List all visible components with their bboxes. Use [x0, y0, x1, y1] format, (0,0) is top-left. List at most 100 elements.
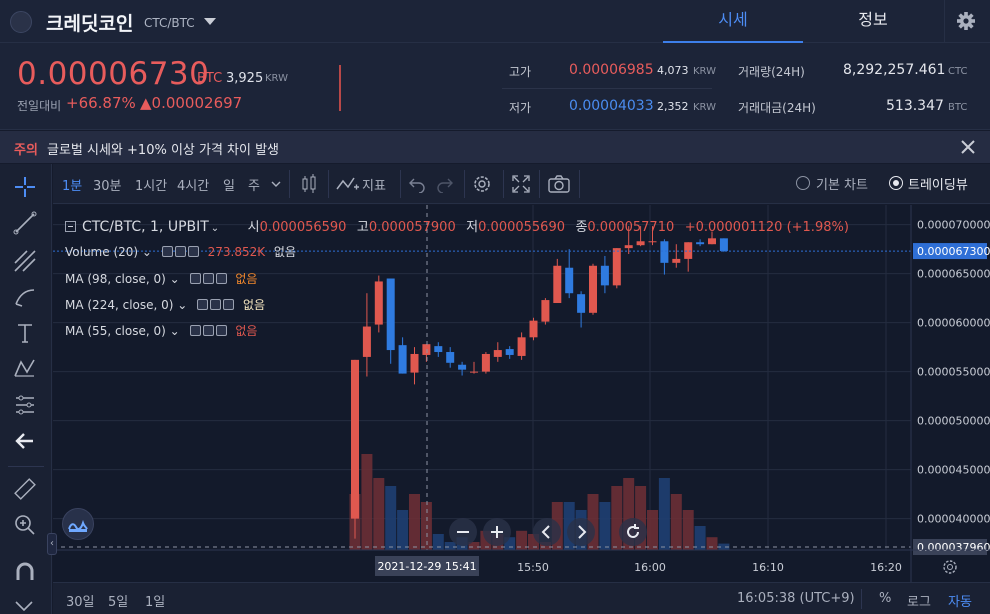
tab-info[interactable]: 정보 [858, 10, 888, 29]
crosshair-price-label: 0.000037960 [917, 541, 990, 554]
camera-icon[interactable] [547, 174, 571, 194]
eye-icon[interactable] [189, 325, 201, 336]
candle-body [660, 241, 669, 263]
trend-line-icon[interactable] [12, 210, 38, 236]
ma-98-label[interactable]: MA (98, close, 0) [65, 272, 166, 286]
indicator-label[interactable]: 지표 [362, 179, 386, 194]
scroll-right-button[interactable] [567, 518, 595, 546]
redo-icon[interactable] [436, 175, 454, 193]
arrow-left-icon[interactable] [12, 428, 38, 454]
range-5d[interactable]: 5일 [108, 595, 129, 610]
plus-icon [491, 526, 503, 538]
ruler-icon[interactable] [12, 476, 38, 502]
candle-body [553, 265, 562, 304]
legend-low: 0.000055690 [478, 220, 565, 235]
coin-pair[interactable]: CTC/BTC [144, 16, 195, 30]
tab-price[interactable]: 시세 [663, 0, 803, 43]
volume-value: 8,292,257.461 [843, 62, 946, 78]
basic-chart-label[interactable]: 기본 차트 [816, 178, 868, 193]
gear-icon[interactable] [202, 325, 214, 336]
ma-55-label[interactable]: MA (55, close, 0) [65, 324, 166, 338]
log-toggle[interactable]: 로그 [907, 595, 931, 610]
volume-bar [385, 486, 397, 550]
interval-1h[interactable]: 1시간 [135, 179, 168, 194]
coin-name[interactable]: 크레딧코인 [46, 13, 134, 35]
basic-chart-radio[interactable] [796, 176, 810, 190]
zoom-in-button[interactable] [483, 518, 511, 546]
range-30d[interactable]: 30일 [66, 595, 95, 610]
chart-toolbar: 1분 30분 1시간 4시간 일 주 지표 기본 차트 트레이딩뷰 [53, 164, 990, 204]
chart-clock[interactable]: 16:05:38 (UTC+9) [737, 591, 855, 606]
percent-toggle[interactable]: % [879, 591, 892, 606]
chevron-down-icon[interactable] [270, 178, 282, 190]
toolbar-divider [539, 170, 540, 198]
candle-body [434, 346, 443, 353]
tradingview-logo-icon[interactable] [62, 508, 94, 540]
volume-label[interactable]: Volume (20) [65, 245, 139, 259]
close-icon[interactable] [215, 273, 227, 284]
measure-icon[interactable] [12, 392, 38, 418]
collapse-sidebar-button[interactable]: ‹ [47, 533, 57, 555]
y-tick-label: 0.000045000 [917, 464, 990, 477]
volume-bar [361, 454, 373, 550]
pattern-icon[interactable] [12, 356, 38, 382]
indicator-icon[interactable] [336, 175, 360, 193]
chevron-down-icon[interactable]: ⌄ [210, 223, 220, 234]
close-icon[interactable] [215, 325, 227, 336]
brush-icon[interactable] [12, 284, 38, 310]
auto-toggle[interactable]: 자동 [948, 595, 972, 610]
settings-icon[interactable] [471, 173, 493, 195]
interval-30m[interactable]: 30분 [93, 179, 122, 194]
tradingview-label[interactable]: 트레이딩뷰 [908, 178, 968, 193]
gear-icon[interactable] [174, 246, 186, 257]
legend-ma-98[interactable]: MA (98, close, 0) ⌄ 없음 [65, 272, 258, 286]
legend-symbol[interactable]: CTC/BTC, 1, UPBIT [82, 219, 209, 235]
volume-value: 273.852K [207, 245, 266, 259]
chevron-down-icon[interactable] [204, 18, 216, 25]
eye-icon[interactable] [189, 273, 201, 284]
candle-body [612, 248, 621, 286]
lock-drawings-icon[interactable] [12, 592, 38, 614]
ma-224-label[interactable]: MA (224, close, 0) [65, 298, 174, 312]
fullscreen-icon[interactable] [511, 174, 531, 194]
eye-icon[interactable] [161, 246, 173, 257]
gear-icon[interactable] [210, 299, 222, 310]
range-1d[interactable]: 1일 [145, 595, 166, 610]
pitchfork-icon[interactable] [12, 248, 38, 274]
gear-icon[interactable] [202, 273, 214, 284]
scroll-left-button[interactable] [533, 518, 561, 546]
text-tool-icon[interactable] [12, 320, 38, 346]
interval-week[interactable]: 주 [248, 179, 260, 194]
settings-button[interactable] [944, 0, 990, 43]
zoom-in-icon[interactable] [12, 512, 38, 538]
legend-volume[interactable]: Volume (20) ⌄ 273.852K 없음 [65, 245, 297, 259]
y-axis: 0.000070000 0.000065000 0.000060000 0.00005… [910, 205, 990, 582]
interval-day[interactable]: 일 [223, 179, 235, 194]
eye-icon[interactable] [197, 299, 209, 310]
chart-canvas[interactable]: 0.000070000 0.000065000 0.000060000 0.00005… [53, 205, 990, 582]
y-tick-label: 0.000060000 [917, 317, 990, 330]
magnet-icon[interactable] [12, 560, 38, 586]
axis-settings-icon [943, 560, 957, 574]
collapse-icon[interactable] [65, 221, 76, 232]
close-icon[interactable] [958, 137, 978, 157]
legend-close: 0.000057710 [587, 220, 675, 235]
price-chart[interactable]: 0.000070000 0.000065000 0.000060000 0.00005… [47, 205, 990, 582]
ma-55-value: 없음 [235, 324, 258, 338]
legend-ma-224[interactable]: MA (224, close, 0) ⌄ 없음 [65, 298, 266, 312]
interval-1m[interactable]: 1분 [62, 179, 83, 194]
close-icon[interactable] [223, 299, 235, 310]
notice-banner: 주의 글로벌 시세와 +10% 이상 가격 차이 발생 [0, 131, 990, 163]
candle-body [577, 294, 586, 313]
reset-chart-button[interactable] [619, 518, 647, 546]
tradingview-radio[interactable] [889, 176, 903, 190]
drawing-toolbar [0, 164, 52, 614]
candle-type-icon[interactable] [298, 173, 320, 195]
legend-ma-55[interactable]: MA (55, close, 0) ⌄ 없음 [65, 324, 258, 338]
interval-4h[interactable]: 4시간 [177, 179, 210, 194]
undo-icon[interactable] [408, 175, 426, 193]
zoom-out-button[interactable] [449, 518, 477, 546]
close-icon[interactable] [187, 246, 199, 257]
crosshair-icon[interactable] [12, 174, 38, 200]
volume-bar [706, 537, 718, 550]
